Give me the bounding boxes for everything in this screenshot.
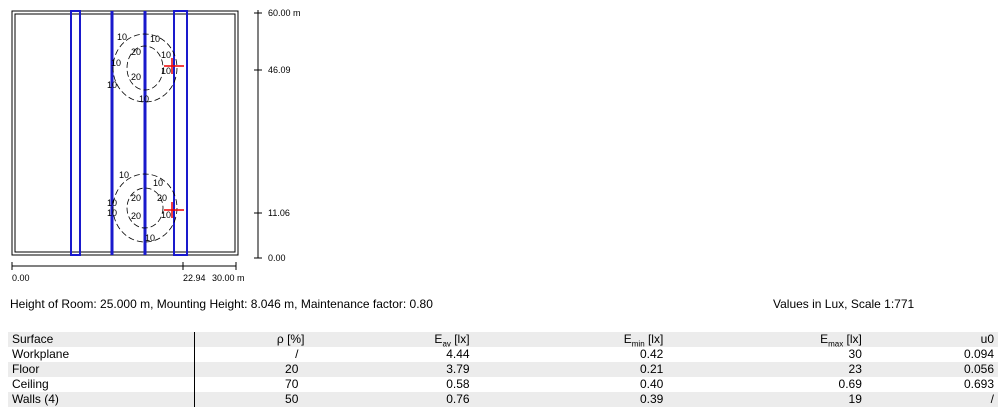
header-unit: [lx] [644,332,664,346]
header-text: E [820,332,829,346]
isolux-lines [112,33,178,243]
table-cell: Walls (4) [8,392,196,407]
table-cell: 0.693 [963,377,994,391]
table-row: Workplane / 4.44 0.42 30 0.094 [8,347,998,362]
x-tick-label: 0.00 [12,273,30,283]
table-cell: 20 [285,362,299,376]
contour-label: 10 [107,198,117,208]
header-sub: av [442,339,451,349]
table-cell: 23 [848,362,862,376]
table-cell: 3.79 [446,362,470,376]
header-row: Surface ρ [%] Eav [lx] Emin [lx] Emax [lx] u0 [8,332,998,349]
header-sub: min [631,339,645,349]
table-cell: Workplane [8,347,196,362]
table-cell: 0.094 [963,347,994,361]
header-text: u0 [980,332,994,346]
contour-label: 20 [131,47,141,57]
y-tick-label: 11.06 [268,208,290,218]
table-cell: 30 [848,347,862,361]
header-cell: Eav [lx] [322,332,473,349]
table-cell: 0.76 [446,392,470,406]
header-cell: u0 [866,332,998,347]
contour-label: 10 [111,58,121,68]
x-tick-label: 30.00 m [212,273,245,283]
caption-scale: Values in Lux, Scale 1:771 [773,297,915,311]
contour-label: 10 [117,32,127,42]
table-cell: Ceiling [8,377,196,392]
contour-label: 10 [139,94,149,104]
y-tick-label: 0.00 [268,253,286,263]
table-cell: 0.39 [639,392,664,406]
header-text: ρ [%] [276,332,305,346]
header-cell: ρ [%] [195,332,323,347]
header-text: E [434,332,443,346]
header-sub: max [828,339,844,349]
contour-label: 10 [161,210,171,220]
contour-label: 20 [131,193,141,203]
header-text: E [623,332,632,346]
contour-label: 10 [150,34,160,44]
room-outline [11,10,239,256]
table-cell: / [990,392,994,406]
contour-label: 10 [145,233,155,243]
luminaire-row [173,10,188,256]
header-text: Surface [12,332,54,346]
contour-label: 10 [119,170,129,180]
contour-label: 10 [161,66,171,76]
caption: Height of Room: 25.000 m, Mounting Heigh… [10,297,433,311]
header-cell: Emin [lx] [474,332,668,349]
table-cell: 70 [285,377,299,391]
table-row: Walls (4) 50 0.76 0.39 19 / [8,392,998,407]
min-marker [164,58,184,218]
table-row: Floor 20 3.79 0.21 23 0.056 [8,362,998,377]
contour-label: 10 [107,208,117,218]
x-tick-label: 22.94 [183,273,206,283]
contour-label: 10 [161,50,171,60]
table-cell: 50 [285,392,299,406]
header-unit: [lx] [450,332,470,346]
contour-label: 20 [157,193,167,203]
table-cell: 19 [848,392,862,406]
table-cell: 4.44 [446,347,470,361]
contour-label: 20 [131,72,141,82]
table-cell: / [295,347,299,361]
room-inner [14,13,236,253]
table-cell: 0.40 [639,377,664,391]
table-row: Ceiling 70 0.58 0.40 0.69 0.693 [8,377,998,392]
luminaire-row [70,10,81,256]
table-cell: 0.69 [838,377,862,391]
table-cell: 0.42 [639,347,664,361]
table-cell: 0.58 [446,377,470,391]
results-table: Surface ρ [%] Eav [lx] Emin [lx] Emax [lx] u0… [8,332,998,407]
header-unit: [lx] [843,332,862,346]
contour-label: 20 [131,211,141,221]
y-tick-label: 60.00 m [268,8,301,18]
table-cell: 0.056 [963,362,994,376]
contour-label: 10 [107,80,117,90]
table-cell: Floor [8,362,196,377]
header-cell: Emax [lx] [667,332,866,349]
table-cell: 0.21 [639,362,664,376]
header-cell: Surface [8,332,196,347]
y-tick-label: 46.09 [268,65,291,75]
contour-label: 10 [153,178,163,188]
